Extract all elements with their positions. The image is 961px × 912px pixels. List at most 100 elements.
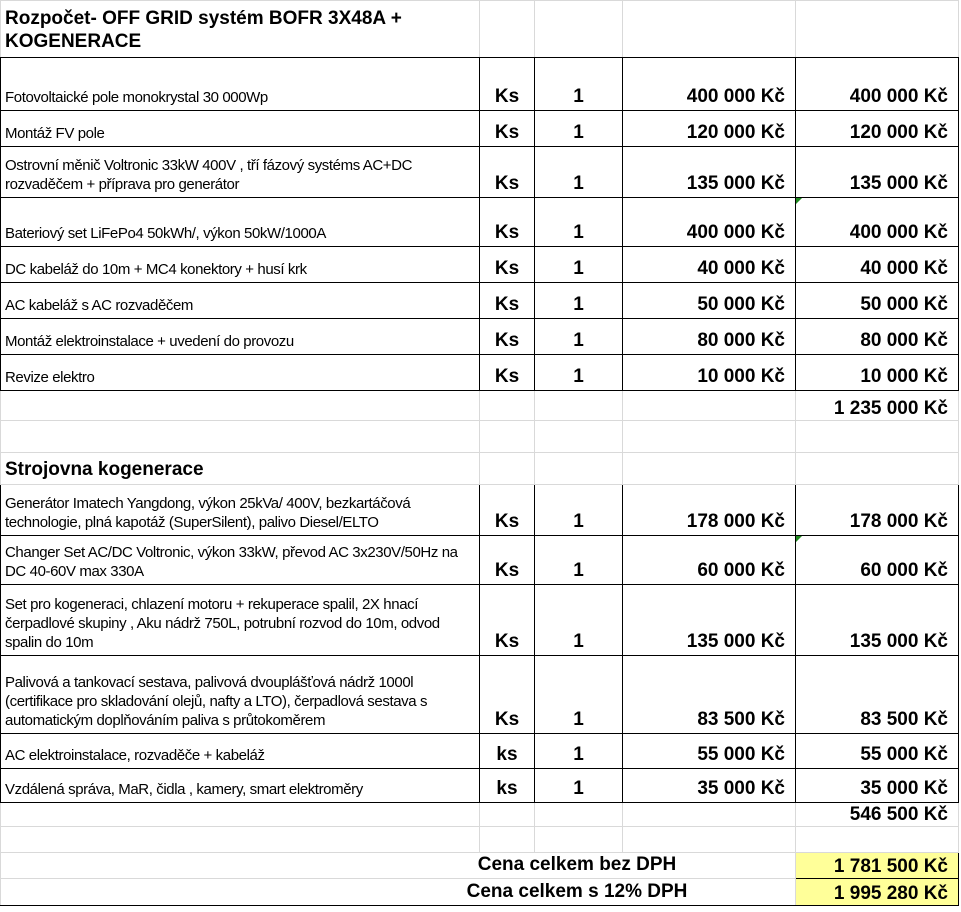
item-total[interactable]: 120 000 Kč [795,110,959,147]
item-description[interactable]: Vzdálená správa, MaR, čidla , kamery, sm… [0,768,480,803]
item-total[interactable]: 60 000 Kč [795,535,959,585]
item-total[interactable]: 10 000 Kč [795,354,959,391]
item-unit[interactable]: Ks [479,110,535,147]
cell[interactable] [622,0,796,58]
cell[interactable] [795,420,959,453]
item-unit-price[interactable]: 40 000 Kč [622,246,796,283]
item-description[interactable]: Bateriový set LiFePo4 50kWh/, výkon 50kW… [0,197,480,247]
item-description[interactable]: DC kabeláž do 10m + MC4 konektory + husí… [0,246,480,283]
cell[interactable] [622,452,796,485]
item-quantity[interactable]: 1 [534,197,623,247]
item-description[interactable]: Revize elektro [0,354,480,391]
item-total[interactable]: 55 000 Kč [795,733,959,769]
item-total[interactable]: 40 000 Kč [795,246,959,283]
cell[interactable] [479,0,535,58]
item-unit[interactable]: Ks [479,535,535,585]
item-unit-price[interactable]: 178 000 Kč [622,484,796,536]
item-quantity[interactable]: 1 [534,354,623,391]
item-total[interactable]: 178 000 Kč [795,484,959,536]
item-quantity[interactable]: 1 [534,318,623,355]
item-description[interactable]: Generátor Imatech Yangdong, výkon 25kVa/… [0,484,480,536]
cell[interactable] [622,390,796,421]
total-without-vat[interactable]: 1 781 500 Kč [795,852,959,879]
cell[interactable] [0,826,480,853]
item-unit[interactable]: Ks [479,354,535,391]
total-without-vat-label-cell[interactable]: Cena celkem bez DPH [0,852,796,879]
item-unit-price[interactable]: 400 000 Kč [622,57,796,111]
cell[interactable] [534,390,623,421]
item-unit-price[interactable]: 135 000 Kč [622,584,796,656]
item-total[interactable]: 83 500 Kč [795,655,959,734]
item-quantity[interactable]: 1 [534,57,623,111]
item-unit-price[interactable]: 60 000 Kč [622,535,796,585]
item-unit[interactable]: Ks [479,655,535,734]
item-unit[interactable]: Ks [479,282,535,319]
subtotal-1[interactable]: 1 235 000 Kč [795,390,959,421]
cell[interactable] [479,452,535,485]
item-description[interactable]: Ostrovní měnič Voltronic 33kW 400V , tří… [0,146,480,198]
item-quantity[interactable]: 1 [534,535,623,585]
total-with-vat-label-cell[interactable]: Cena celkem s 12% DPH [0,878,796,906]
cell[interactable] [534,452,623,485]
cell[interactable] [479,826,535,853]
subtotal-2[interactable]: 546 500 Kč [795,802,959,827]
cell[interactable] [479,390,535,421]
cell[interactable] [534,0,623,58]
item-unit-price[interactable]: 120 000 Kč [622,110,796,147]
item-quantity[interactable]: 1 [534,282,623,319]
cell[interactable] [795,826,959,853]
cell[interactable] [622,420,796,453]
item-unit[interactable]: Ks [479,57,535,111]
total-with-vat[interactable]: 1 995 280 Kč [795,878,959,906]
item-total[interactable]: 400 000 Kč [795,197,959,247]
item-quantity[interactable]: 1 [534,584,623,656]
item-unit-price[interactable]: 50 000 Kč [622,282,796,319]
item-unit[interactable]: Ks [479,584,535,656]
item-unit-price[interactable]: 55 000 Kč [622,733,796,769]
item-description[interactable]: Palivová a tankovací sestava, palivová d… [0,655,480,734]
item-total[interactable]: 135 000 Kč [795,584,959,656]
cell[interactable] [534,802,623,827]
item-unit[interactable]: Ks [479,246,535,283]
item-unit-price[interactable]: 10 000 Kč [622,354,796,391]
item-quantity[interactable]: 1 [534,484,623,536]
item-unit-price[interactable]: 35 000 Kč [622,768,796,803]
cell[interactable] [795,0,959,58]
cell[interactable] [534,420,623,453]
item-unit[interactable]: ks [479,768,535,803]
cell[interactable] [795,452,959,485]
cell[interactable] [622,802,796,827]
item-description[interactable]: AC elektroinstalace, rozvaděče + kabeláž [0,733,480,769]
item-description[interactable]: AC kabeláž s AC rozvaděčem [0,282,480,319]
item-unit[interactable]: Ks [479,484,535,536]
sheet-title[interactable]: Rozpočet- OFF GRID systém BOFR 3X48A + K… [0,0,480,58]
item-quantity[interactable]: 1 [534,733,623,769]
item-description[interactable]: Fotovoltaické pole monokrystal 30 000Wp [0,57,480,111]
section-title[interactable]: Strojovna kogenerace [0,452,480,485]
cell[interactable] [479,420,535,453]
item-total[interactable]: 135 000 Kč [795,146,959,198]
item-unit[interactable]: ks [479,733,535,769]
cell[interactable] [534,826,623,853]
cell[interactable] [622,826,796,853]
item-quantity[interactable]: 1 [534,110,623,147]
item-total[interactable]: 400 000 Kč [795,57,959,111]
item-unit[interactable]: Ks [479,197,535,247]
cell[interactable] [0,420,480,453]
item-unit-price[interactable]: 400 000 Kč [622,197,796,247]
item-description[interactable]: Set pro kogeneraci, chlazení motoru + re… [0,584,480,656]
item-unit-price[interactable]: 135 000 Kč [622,146,796,198]
item-quantity[interactable]: 1 [534,146,623,198]
item-unit-price[interactable]: 83 500 Kč [622,655,796,734]
item-unit[interactable]: Ks [479,146,535,198]
item-description[interactable]: Montáž elektroinstalace + uvedení do pro… [0,318,480,355]
item-description[interactable]: Changer Set AC/DC Voltronic, výkon 33kW,… [0,535,480,585]
cell[interactable] [479,802,535,827]
item-quantity[interactable]: 1 [534,655,623,734]
cell[interactable] [0,390,480,421]
cell[interactable] [0,802,480,827]
item-total[interactable]: 80 000 Kč [795,318,959,355]
item-total[interactable]: 35 000 Kč [795,768,959,803]
item-unit-price[interactable]: 80 000 Kč [622,318,796,355]
item-description[interactable]: Montáž FV pole [0,110,480,147]
